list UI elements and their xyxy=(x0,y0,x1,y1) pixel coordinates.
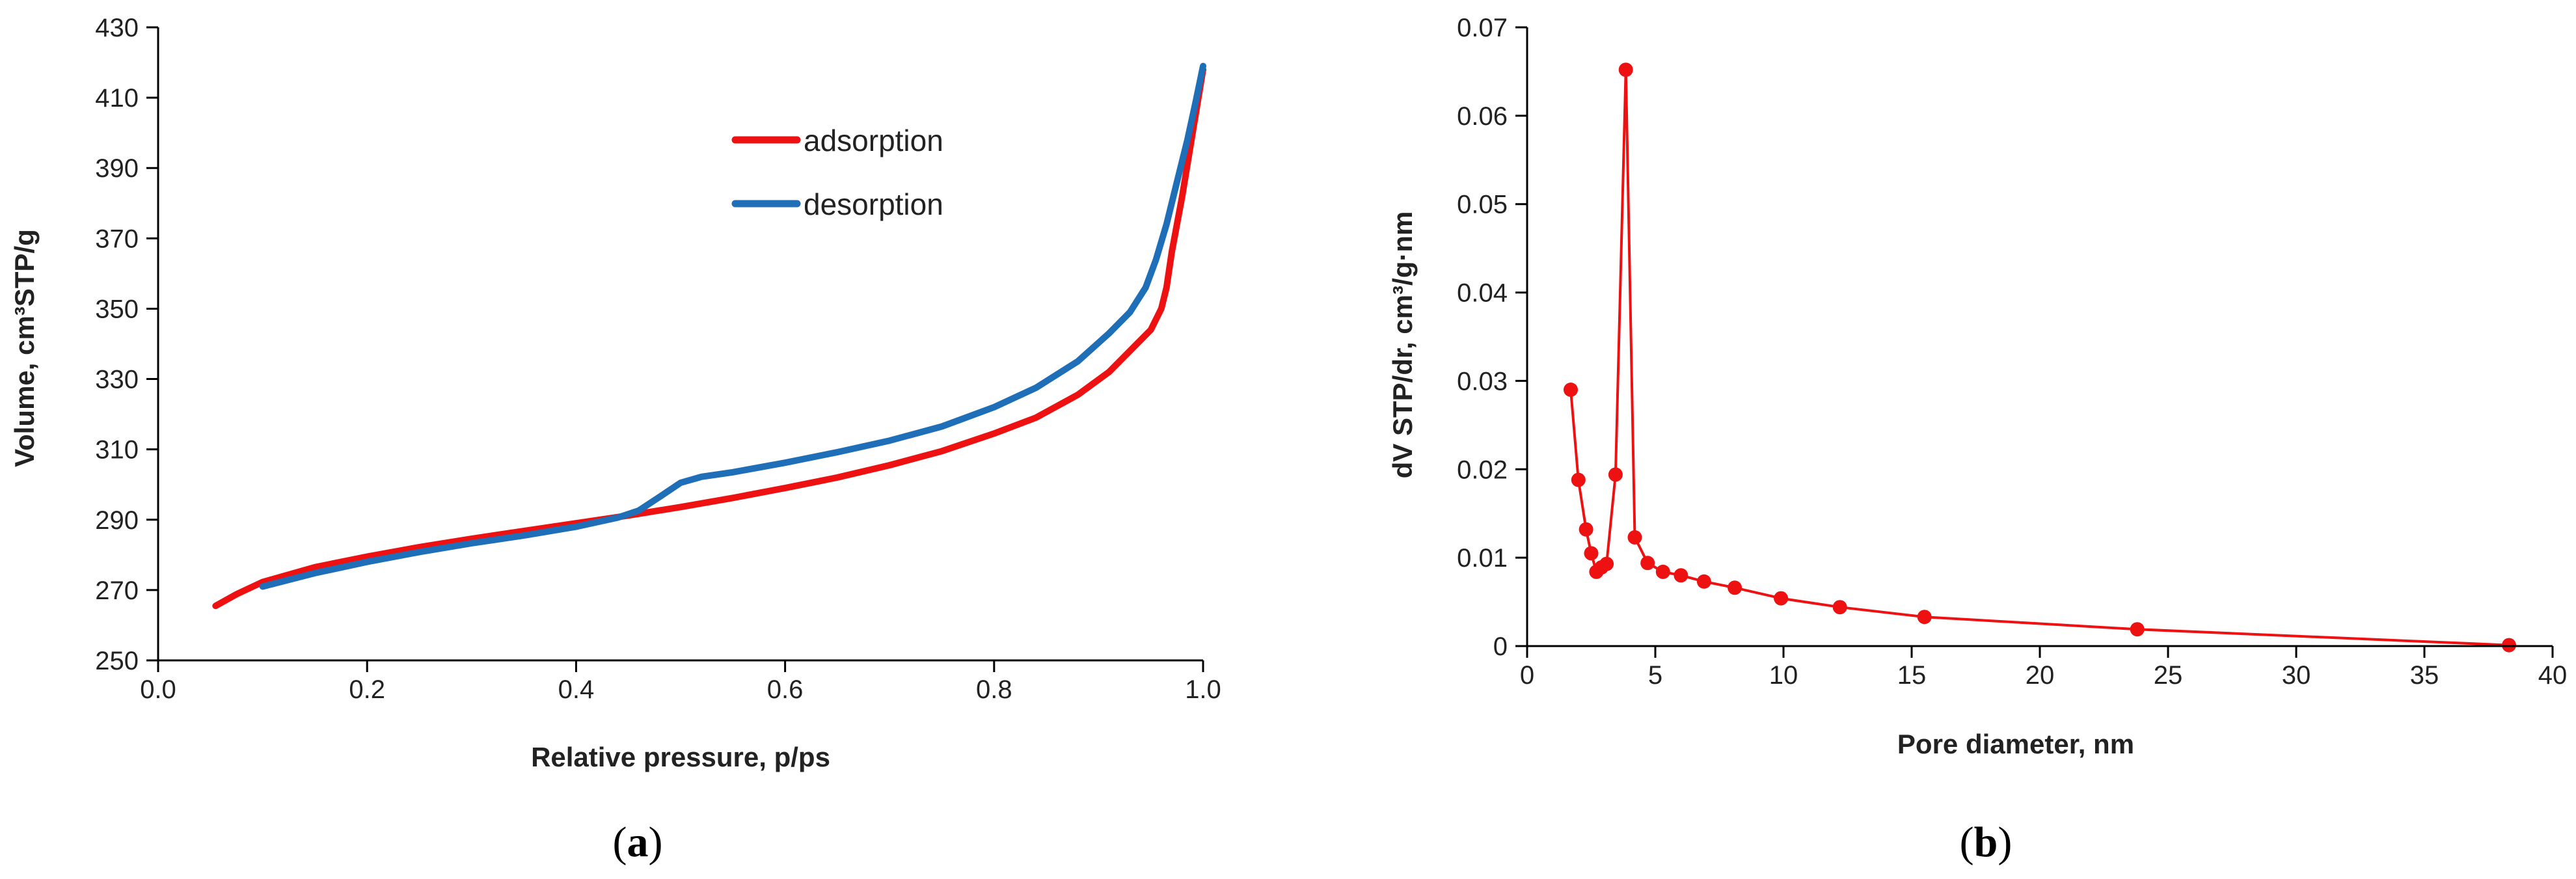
chart-a-x-tick-label: 0.0 xyxy=(140,675,176,704)
chart-b-axes xyxy=(1515,26,2554,658)
data-point xyxy=(2130,622,2145,637)
panel-label-b: (b) xyxy=(1960,818,2013,866)
chart-a-y-tick-label: 310 xyxy=(95,436,139,465)
chart-a-y-tick-label: 390 xyxy=(95,154,139,183)
panel-label-a: (a) xyxy=(613,818,663,866)
chart-b-x-tick-label: 35 xyxy=(2410,661,2439,690)
chart-b-x-tick-label: 25 xyxy=(2154,661,2183,690)
legend-label-adsorption: adsorption xyxy=(804,124,943,157)
chart-a-x-tick-labels: 0.0 0.2 0.4 0.6 0.8 1.0 xyxy=(140,675,1221,704)
data-point xyxy=(1696,574,1711,589)
chart-b-x-tick-label: 15 xyxy=(1897,661,1927,690)
data-point xyxy=(1571,472,1586,487)
series-line-desorption xyxy=(259,62,1206,590)
chart-b-series-layer xyxy=(1564,62,2516,653)
chart-b-x-tick-label: 40 xyxy=(2538,661,2568,690)
chart-a-y-tick-label: 330 xyxy=(95,366,139,394)
chart-b-y-tick-label: 0.04 xyxy=(1457,279,1508,308)
chart-a-y-tick-label: 350 xyxy=(95,295,139,323)
series-line-adsorption xyxy=(212,66,1206,610)
chart-a-x-axis-title: Relative pressure, p/ps xyxy=(531,742,830,772)
data-point xyxy=(1832,600,1847,615)
chart-b-y-tick-labels: 0 0.01 0.02 0.03 0.04 0.05 0.06 0.07 xyxy=(1457,14,1508,661)
chart-a-y-tick-label: 250 xyxy=(95,647,139,675)
chart-b-y-tick-label: 0.07 xyxy=(1457,14,1508,42)
chart-b-x-axis-title: Pore diameter, nm xyxy=(1897,729,2134,759)
chart-b-y-axis-title: dV STP/dr, cm³/g·nm xyxy=(1387,211,1418,479)
chart-b-x-tick-label: 20 xyxy=(2026,661,2055,690)
chart-b-x-tick-label: 5 xyxy=(1648,661,1662,690)
data-point xyxy=(1608,467,1623,482)
chart-b: 0 5 10 15 20 25 30 35 40 0 0.01 0.02 0.03 0.04 0.05 0.… xyxy=(1387,14,2567,866)
chart-a-y-axis-title: Volume, cm³STP/g xyxy=(9,229,40,467)
chart-b-y-tick-label: 0.06 xyxy=(1457,102,1508,131)
chart-b-x-tick-labels: 0 5 10 15 20 25 30 35 40 xyxy=(1520,661,2567,690)
chart-a: 0.0 0.2 0.4 0.6 0.8 1.0 250 270 290 310 330 350 370… xyxy=(9,14,1221,866)
chart-a-legend: adsorption desorption xyxy=(731,124,943,221)
chart-a-y-tick-label: 370 xyxy=(95,224,139,253)
data-point xyxy=(1618,62,1633,77)
chart-a-series-layer xyxy=(212,62,1206,610)
chart-a-x-tick-label: 0.2 xyxy=(349,675,385,704)
chart-a-y-tick-labels: 250 270 290 310 330 350 370 390 410 430 xyxy=(95,14,139,675)
data-point xyxy=(1599,556,1614,571)
chart-b-x-tick-label: 30 xyxy=(2282,661,2311,690)
chart-a-axes xyxy=(146,26,1204,672)
chart-a-y-tick-label: 290 xyxy=(95,506,139,535)
chart-b-x-tick-label: 10 xyxy=(1769,661,1798,690)
chart-b-y-tick-label: 0.01 xyxy=(1457,544,1508,573)
data-point xyxy=(1579,522,1593,537)
chart-a-y-tick-label: 430 xyxy=(95,14,139,42)
data-point xyxy=(1774,591,1789,606)
chart-b-y-tick-label: 0.02 xyxy=(1457,455,1508,484)
legend-label-desorption: desorption xyxy=(804,187,943,221)
chart-a-x-tick-label: 0.6 xyxy=(767,675,804,704)
chart-a-x-tick-label: 0.8 xyxy=(976,675,1012,704)
chart-b-y-tick-label: 0 xyxy=(1493,632,1508,661)
data-point xyxy=(1640,556,1655,571)
chart-b-y-tick-label: 0.03 xyxy=(1457,367,1508,396)
series-line-pore-size-distribution xyxy=(1569,68,2510,647)
chart-a-x-tick-label: 1.0 xyxy=(1185,675,1221,704)
chart-b-x-tick-label: 0 xyxy=(1520,661,1534,690)
chart-a-y-tick-label: 270 xyxy=(95,576,139,605)
data-point xyxy=(1655,564,1670,579)
chart-a-x-tick-label: 0.4 xyxy=(558,675,595,704)
data-point xyxy=(1674,568,1688,583)
chart-b-y-tick-label: 0.05 xyxy=(1457,191,1508,219)
data-point xyxy=(1917,610,1932,625)
data-point xyxy=(1627,530,1642,545)
chart-a-y-tick-label: 410 xyxy=(95,84,139,113)
data-point xyxy=(1564,383,1578,397)
data-point xyxy=(1728,580,1742,595)
data-point xyxy=(1584,546,1599,561)
